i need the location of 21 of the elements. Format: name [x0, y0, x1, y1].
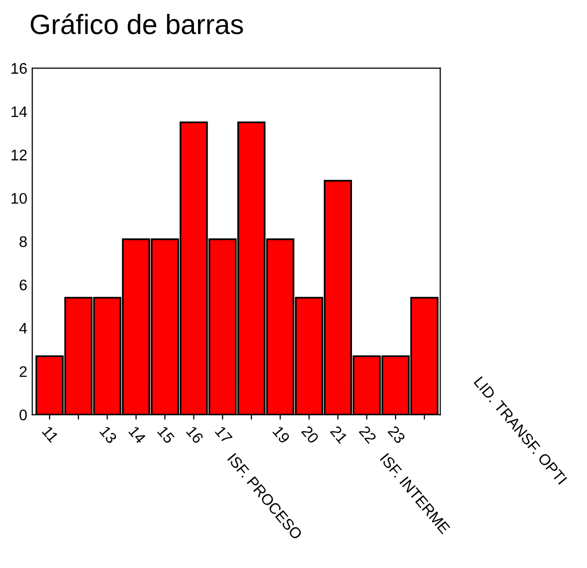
x-tick-label: 20: [300, 425, 320, 444]
x-tick-label: 14: [128, 426, 146, 444]
x-tick-label: 11: [42, 426, 59, 444]
x-tick-label: 19: [272, 426, 290, 444]
y-tick-label: 2: [20, 366, 27, 377]
y-tick-label: 10: [12, 192, 27, 204]
y-tick-label: 16: [12, 63, 27, 74]
x-tick-label: 17: [214, 426, 233, 444]
y-tick-label: 8: [20, 236, 27, 248]
x-tick-label: 21: [330, 425, 348, 444]
y-tick-label: 12: [12, 150, 27, 160]
x-tick-label: 23: [387, 425, 406, 444]
chart-title: Gráfico de barras: [30, 14, 243, 34]
y-tick-label: 0: [20, 410, 27, 420]
x-tick-label: 16: [186, 426, 204, 444]
y-tick-label: 6: [20, 280, 27, 290]
x-tick-label: 15: [157, 426, 175, 444]
y-tick-label: 14: [12, 106, 27, 118]
y-tick-label: 4: [19, 323, 27, 334]
x-tick-label: 13: [99, 426, 118, 444]
x-tick-label: 22: [358, 425, 377, 444]
